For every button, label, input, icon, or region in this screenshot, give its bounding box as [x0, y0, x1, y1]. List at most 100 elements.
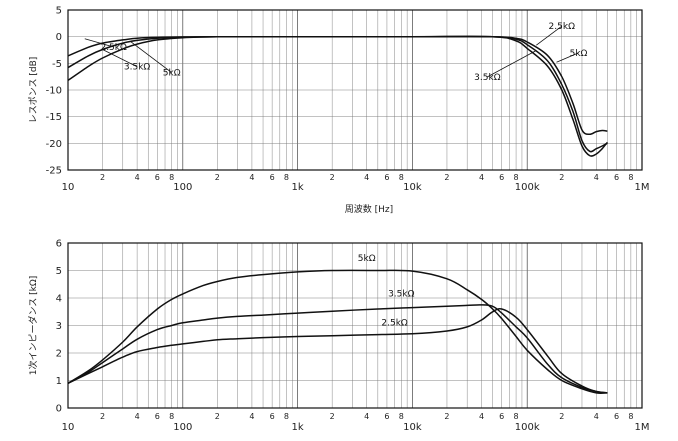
x-minor-tick-label: 6 — [499, 412, 504, 421]
y-tick-label: -10 — [46, 86, 62, 97]
x-minor-tick-label: 2 — [215, 173, 220, 182]
x-minor-tick-label: 8 — [628, 173, 633, 182]
series-label-leader — [487, 50, 537, 78]
y-tick-label: -20 — [46, 139, 62, 150]
x-minor-tick-label: 2 — [444, 173, 449, 182]
series-label-leader — [536, 25, 562, 46]
series-line-3-5kohm — [68, 304, 608, 394]
series-line-2-5kohm — [68, 308, 608, 394]
x-minor-tick-label: 2 — [559, 412, 564, 421]
x-minor-tick-label: 4 — [135, 173, 140, 182]
response-grid — [67, 9, 642, 171]
x-minor-tick-label: 2 — [444, 412, 449, 421]
x-minor-tick-label: 4 — [364, 412, 369, 421]
response-plot-frame — [67, 9, 643, 171]
x-tick-label: 1M — [635, 182, 650, 193]
impedance-series — [68, 269, 608, 394]
x-minor-tick-label: 2 — [100, 173, 105, 182]
x-tick-label: 10k — [403, 182, 422, 193]
impedance-plot-frame — [67, 242, 643, 409]
impedance-series-labels: 5kΩ 3.5kΩ 2.5kΩ — [358, 254, 415, 329]
x-minor-tick-label: 8 — [399, 412, 404, 421]
x-minor-tick-label: 4 — [135, 412, 140, 421]
x-minor-tick-label: 6 — [384, 412, 389, 421]
x-minor-tick-label: 6 — [270, 173, 275, 182]
x-minor-tick-label: 2 — [215, 412, 220, 421]
series-label-leader — [130, 41, 172, 73]
series-label: 2.5kΩ — [100, 43, 127, 53]
x-minor-tick-label: 8 — [514, 412, 519, 421]
x-minor-tick-label: 6 — [499, 173, 504, 182]
impedance-x-ticks: 10 100 1k 10k 100k 1M2 4 6 8 2 4 6 8 2 4 6 8 2 4 6 8 2 4 6 8 — [62, 412, 650, 433]
x-minor-tick-label: 2 — [330, 173, 335, 182]
x-minor-tick-label: 8 — [284, 412, 289, 421]
x-minor-tick-label: 4 — [249, 173, 254, 182]
x-tick-label: 10 — [62, 182, 75, 193]
impedance-grid — [67, 242, 642, 409]
series-label-leader — [102, 49, 138, 68]
x-minor-tick-label: 2 — [100, 412, 105, 421]
y-tick-label: 2 — [56, 349, 62, 360]
series-line-3-5kohm — [68, 35, 608, 153]
response-series-labels: 2.5kΩ 3.5kΩ 5kΩ 2.5kΩ 5kΩ 3.5kΩ — [84, 22, 588, 83]
x-tick-label: 1k — [292, 422, 304, 433]
y-tick-label: -15 — [46, 112, 62, 123]
series-label: 3.5kΩ — [474, 73, 501, 83]
y-tick-label: 5 — [56, 6, 62, 17]
series-label: 3.5kΩ — [124, 63, 151, 73]
x-minor-tick-label: 4 — [249, 412, 254, 421]
y-tick-label: 5 — [56, 266, 62, 277]
x-minor-tick-label: 2 — [559, 173, 564, 182]
x-minor-tick-label: 6 — [384, 173, 389, 182]
x-minor-tick-label: 6 — [614, 412, 619, 421]
x-minor-tick-label: 4 — [479, 412, 484, 421]
response-x-axis-label: 周波数 [Hz] — [345, 203, 393, 215]
x-tick-label: 1M — [635, 422, 650, 433]
series-label-leader — [84, 38, 114, 48]
x-minor-tick-label: 8 — [628, 412, 633, 421]
x-minor-tick-label: 8 — [514, 173, 519, 182]
x-tick-label: 100k — [515, 422, 540, 433]
series-label: 5kΩ — [163, 69, 181, 79]
response-x-ticks: 10 100 1k 10k 100k 1M2 4 6 8 2 4 6 8 2 4 6 8 2 4 6 8 2 4 6 8 — [62, 173, 650, 193]
y-tick-label: 0 — [56, 404, 62, 415]
x-minor-tick-label: 8 — [169, 173, 174, 182]
response-y-axis-label: レスポンス [dB] — [28, 57, 39, 124]
x-minor-tick-label: 8 — [169, 412, 174, 421]
series-line-2-5kohm — [68, 35, 608, 136]
y-tick-label: 6 — [56, 239, 62, 250]
x-tick-label: 1k — [292, 182, 304, 193]
x-minor-tick-label: 6 — [155, 412, 160, 421]
y-tick-label: 4 — [56, 294, 62, 305]
x-minor-tick-label: 6 — [270, 412, 275, 421]
y-tick-label: 3 — [56, 321, 62, 332]
series-label-leader — [556, 52, 579, 63]
series-line-5kohm — [68, 35, 608, 157]
response-y-ticks: 5 0 -5 -10 -15 -20 -25 — [46, 6, 62, 177]
x-minor-tick-label: 4 — [594, 412, 599, 421]
impedance-y-axis-label: 1次インピーダンス [kΩ] — [27, 276, 39, 376]
impedance-y-ticks: 0 1 2 3 4 5 6 — [56, 239, 62, 415]
x-minor-tick-label: 2 — [330, 412, 335, 421]
series-label: 3.5kΩ — [388, 290, 415, 300]
x-minor-tick-label: 8 — [399, 173, 404, 182]
y-tick-label: 1 — [56, 376, 62, 387]
x-minor-tick-label: 6 — [155, 173, 160, 182]
series-label: 5kΩ — [570, 49, 588, 59]
response-series — [68, 35, 608, 157]
x-tick-label: 100k — [515, 182, 540, 193]
series-line-5kohm — [68, 269, 608, 394]
x-minor-tick-label: 6 — [614, 173, 619, 182]
y-tick-label: -25 — [46, 166, 62, 177]
x-tick-label: 100 — [173, 422, 192, 433]
x-minor-tick-label: 4 — [594, 173, 599, 182]
x-tick-label: 100 — [173, 182, 192, 193]
x-tick-label: 10 — [62, 422, 75, 433]
x-minor-tick-label: 8 — [284, 173, 289, 182]
x-minor-tick-label: 4 — [479, 173, 484, 182]
series-label: 2.5kΩ — [381, 319, 408, 329]
y-tick-label: 0 — [56, 32, 62, 43]
